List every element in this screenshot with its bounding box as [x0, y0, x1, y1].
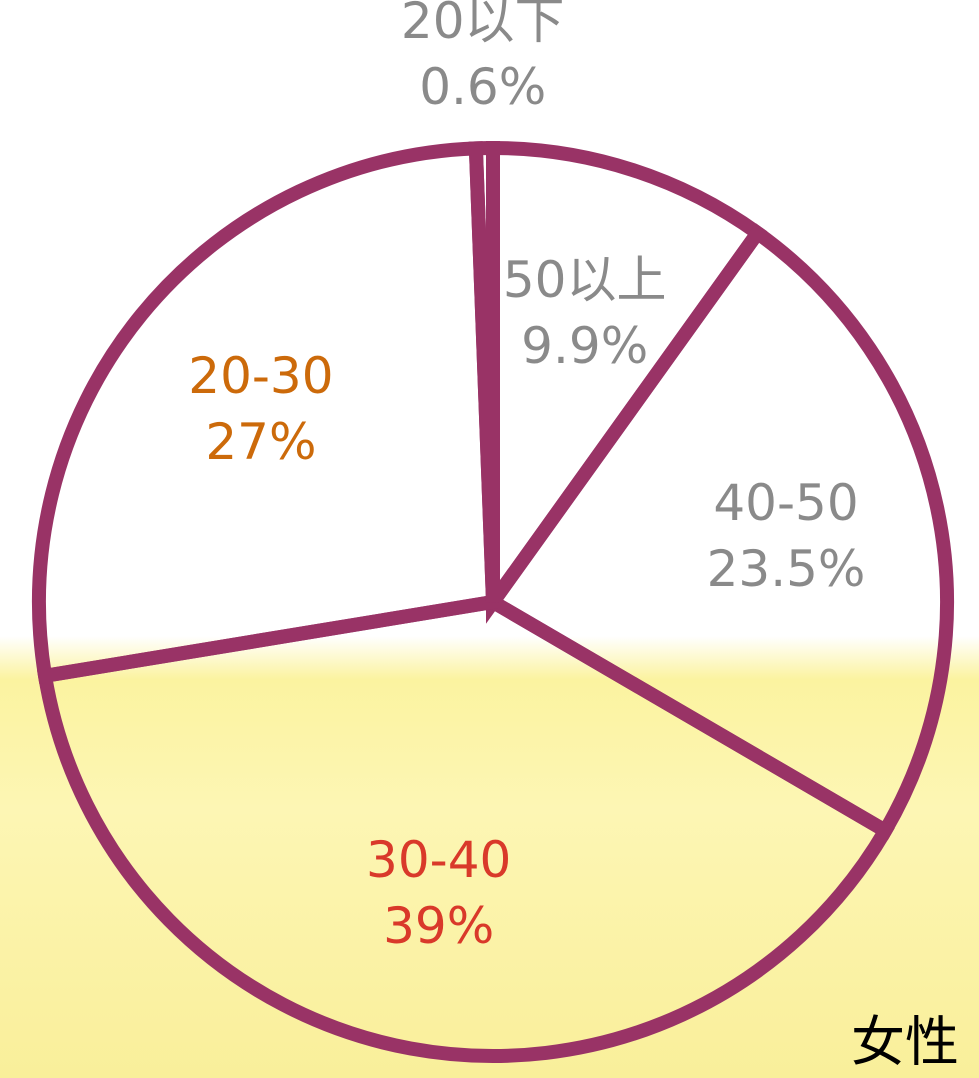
value-label: 0.6% [419, 58, 546, 116]
value-label: 27% [205, 413, 316, 471]
slice-label: 20以下 [401, 0, 565, 50]
pie-slice [476, 148, 493, 602]
page: 50以上 9.9% 40-50 23.5% 30-40 39% 20-30 27% 20以下 0.… [0, 0, 979, 1078]
value-label: 39% [383, 897, 494, 955]
value-label: 9.9% [521, 317, 648, 375]
slice-label: 20-30 [188, 347, 333, 405]
slice-label: 30-40 [366, 831, 511, 889]
pie-slice [45, 602, 885, 1056]
slice-label: 50以上 [503, 251, 667, 309]
slice-label: 40-50 [713, 474, 858, 532]
chart-title: 女性 [851, 1011, 959, 1074]
value-label: 23.5% [707, 540, 866, 598]
chart: 50以上 9.9% 40-50 23.5% 30-40 39% 20-30 27% 20以下 0.… [0, 0, 979, 1078]
